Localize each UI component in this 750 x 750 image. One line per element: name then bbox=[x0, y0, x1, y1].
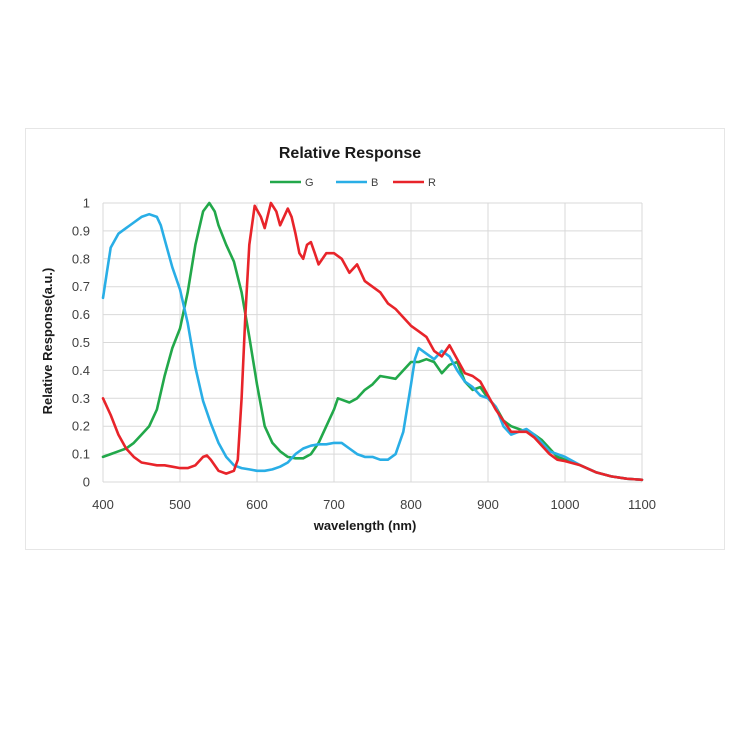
y-tick-label: 0.8 bbox=[72, 251, 90, 266]
x-tick-label: 700 bbox=[323, 497, 345, 512]
legend-label-r: R bbox=[428, 177, 436, 189]
y-tick-labels: 0 0.1 0.2 0.3 0.4 0.5 0.6 0.7 0.8 0.9 1 bbox=[72, 196, 90, 490]
legend-label-g: G bbox=[305, 177, 314, 189]
y-tick-label: 1 bbox=[83, 196, 90, 211]
y-tick-label: 0.6 bbox=[72, 307, 90, 322]
y-tick-label: 0.5 bbox=[72, 335, 90, 350]
y-tick-label: 0.1 bbox=[72, 447, 90, 462]
x-tick-label: 900 bbox=[477, 497, 499, 512]
y-axis-label: Relative Response(a.u.) bbox=[40, 268, 55, 415]
x-axis-label: wavelength (nm) bbox=[313, 518, 417, 533]
x-tick-labels: 400 500 600 700 800 900 1000 1100 bbox=[92, 497, 656, 512]
series-lines bbox=[101, 201, 644, 482]
x-tick-label: 600 bbox=[246, 497, 268, 512]
y-tick-label: 0 bbox=[83, 475, 90, 490]
series-line-b bbox=[101, 212, 644, 482]
y-tick-label: 0.9 bbox=[72, 223, 90, 238]
y-tick-label: 0.3 bbox=[72, 391, 90, 406]
legend-label-b: B bbox=[371, 177, 378, 189]
y-tick-label: 0.2 bbox=[72, 419, 90, 434]
y-tick-label: 0.7 bbox=[72, 279, 90, 294]
y-tick-label: 0.4 bbox=[72, 363, 90, 378]
x-tick-label: 400 bbox=[92, 497, 114, 512]
chart-title: Relative Response bbox=[279, 145, 421, 162]
x-tick-label: 1000 bbox=[551, 497, 580, 512]
x-tick-label: 800 bbox=[400, 497, 422, 512]
series-line-g bbox=[101, 201, 644, 482]
grid bbox=[102, 202, 643, 483]
chart-frame bbox=[25, 128, 725, 550]
x-tick-label: 500 bbox=[169, 497, 191, 512]
series-line-r bbox=[101, 201, 644, 482]
x-tick-label: 1100 bbox=[628, 497, 656, 512]
